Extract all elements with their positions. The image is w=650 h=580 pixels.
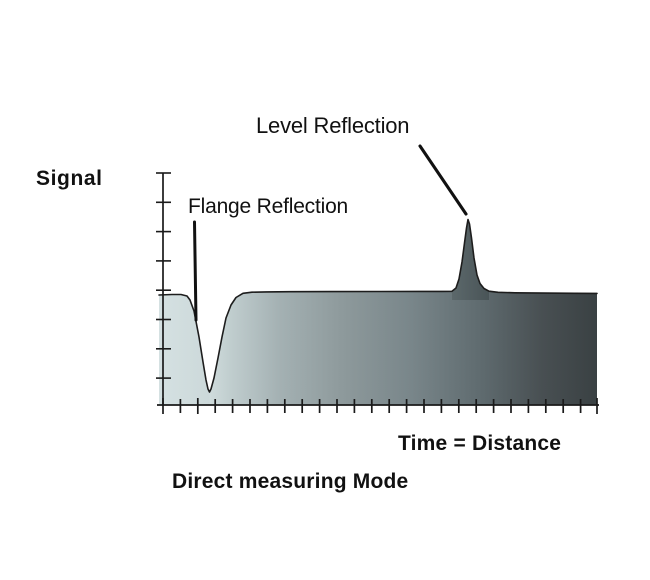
annotation-level-reflection: Level Reflection — [256, 113, 410, 138]
x-axis-ticks — [162, 398, 598, 414]
level-reflection-leader-line — [418, 144, 468, 216]
level-peak-fill — [452, 219, 489, 300]
y-axis-title: Signal — [36, 167, 103, 190]
signal-outline — [158, 218, 598, 393]
y-axis-ticks — [156, 172, 171, 379]
annotation-leaders — [193, 144, 468, 322]
annotation-flange-reflection: Flange Reflection — [188, 195, 349, 218]
axes-group — [156, 172, 599, 414]
signal-trace-group — [158, 218, 598, 405]
flange-reflection-leader-line — [193, 220, 198, 322]
figure-caption: Direct measuring Mode — [172, 470, 409, 493]
echo-band-fill — [209, 219, 597, 405]
x-axis-title: Time = Distance — [398, 432, 562, 455]
